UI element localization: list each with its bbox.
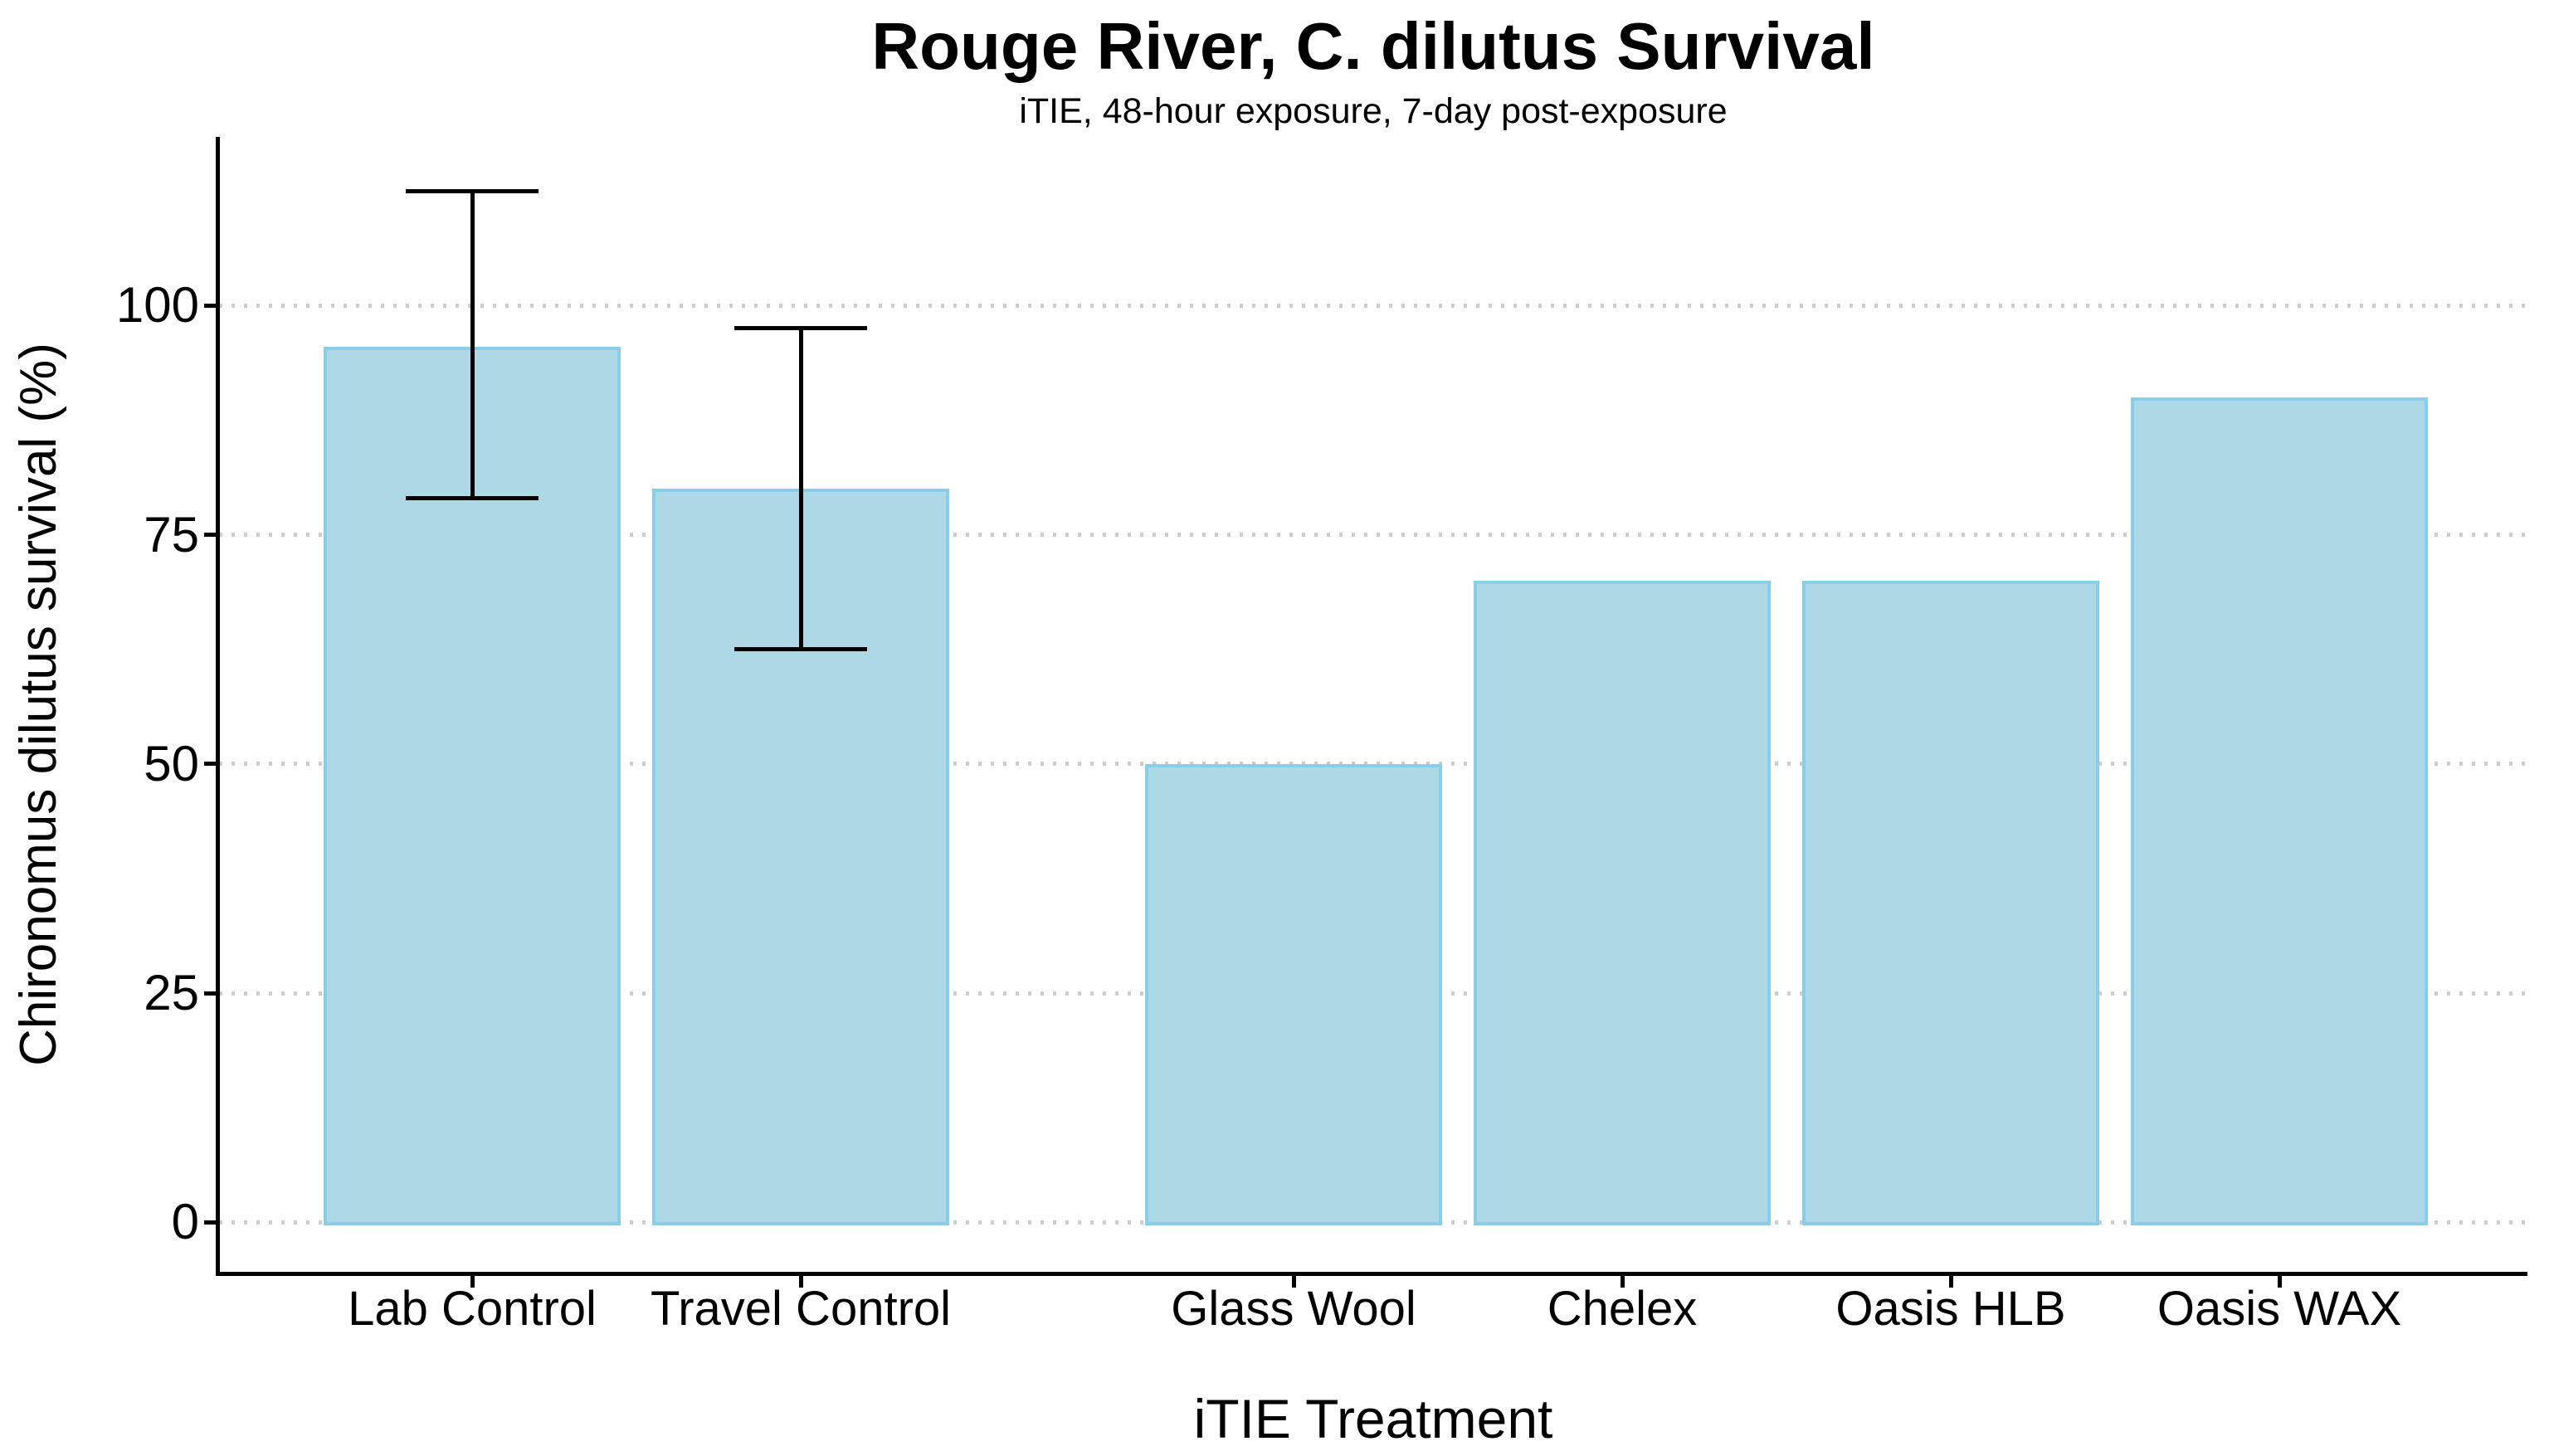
x-axis-line — [216, 1272, 2527, 1276]
x-tick-label-chelex: Chelex — [1547, 1282, 1698, 1336]
y-tick-label-100: 100 — [115, 277, 199, 334]
y-axis-title: Chironomus dilutus survival (%) — [10, 343, 67, 1066]
chart-subtitle: iTIE, 48-hour exposure, 7-day post-expos… — [1019, 91, 1728, 131]
bar-glass-wool — [1145, 763, 1442, 1226]
y-tick-label-25: 25 — [144, 965, 199, 1021]
error-bar-cap-high-lab-control — [406, 188, 539, 193]
gridline-100 — [219, 303, 2527, 308]
x-tick-oasis-hlb — [1948, 1276, 1953, 1288]
y-tick-75 — [204, 533, 216, 538]
y-tick-0 — [204, 1220, 216, 1225]
error-bar-cap-low-lab-control — [406, 495, 539, 500]
y-tick-25 — [204, 991, 216, 996]
y-axis-line — [216, 137, 220, 1276]
x-axis-title: iTIE Treatment — [1193, 1388, 1553, 1449]
x-tick-label-oasis-hlb: Oasis HLB — [1835, 1282, 2066, 1336]
x-tick-chelex — [1620, 1276, 1625, 1288]
x-tick-travel-control — [798, 1276, 803, 1288]
x-tick-oasis-wax — [2277, 1276, 2282, 1288]
error-bar-line-travel-control — [798, 328, 803, 650]
x-tick-label-travel-control: Travel Control — [650, 1282, 952, 1336]
chart-title: Rouge River, C. dilutus Survival — [871, 9, 1875, 83]
plot-panel — [219, 137, 2527, 1272]
y-tick-100 — [204, 303, 216, 308]
x-tick-glass-wool — [1291, 1276, 1296, 1288]
bar-oasis-hlb — [1802, 580, 2099, 1226]
error-bar-cap-low-travel-control — [734, 647, 867, 652]
y-tick-50 — [204, 762, 216, 767]
x-tick-lab-control — [470, 1276, 475, 1288]
error-bar-line-lab-control — [470, 191, 475, 499]
gridline-75 — [219, 533, 2527, 538]
error-bar-cap-high-travel-control — [734, 326, 867, 331]
x-tick-label-lab-control: Lab Control — [348, 1282, 597, 1336]
y-tick-label-0: 0 — [171, 1194, 199, 1250]
y-tick-label-50: 50 — [144, 735, 199, 791]
bar-oasis-wax — [2131, 397, 2428, 1226]
bar-chelex — [1474, 580, 1771, 1226]
y-tick-label-75: 75 — [144, 506, 199, 562]
x-tick-label-oasis-wax: Oasis WAX — [2157, 1282, 2402, 1336]
x-tick-label-glass-wool: Glass Wool — [1171, 1282, 1416, 1336]
